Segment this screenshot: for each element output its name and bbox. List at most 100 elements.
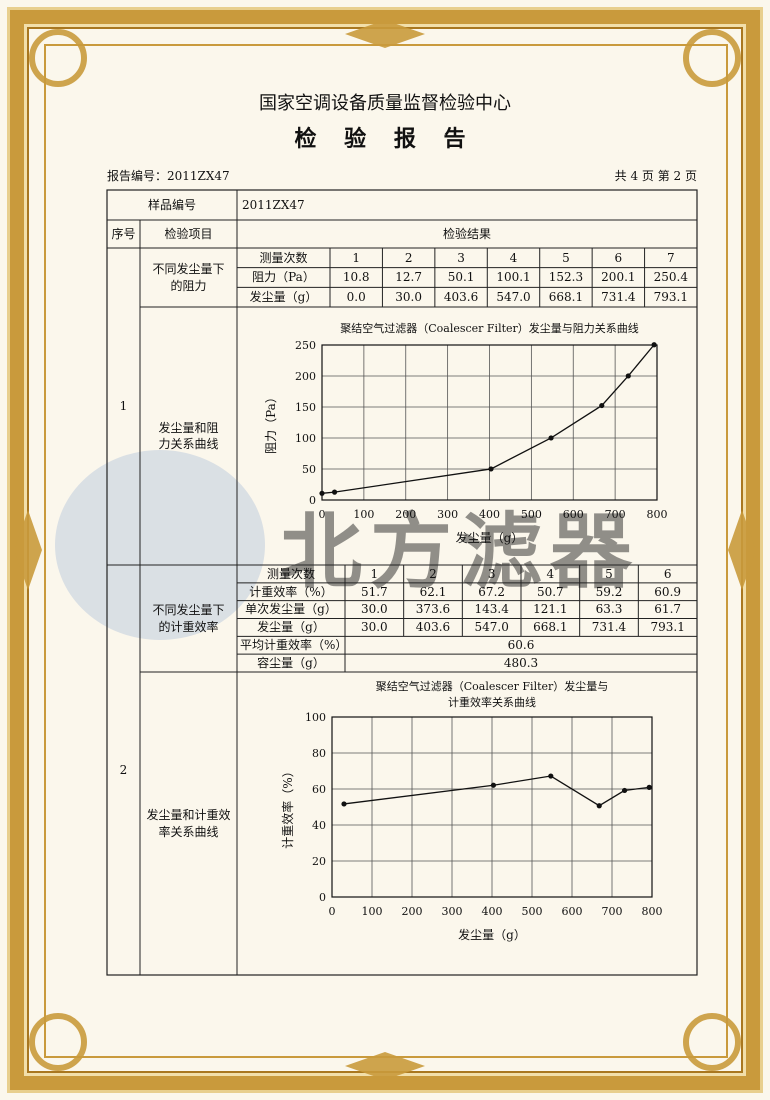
sample-label: 样品编号	[147, 197, 196, 212]
summary-value: 60.6	[507, 638, 535, 653]
data-point	[625, 373, 631, 379]
table-cell: 3	[487, 566, 496, 581]
table-cell: 59.2	[595, 584, 623, 599]
data-point	[331, 489, 338, 495]
table-cell: 4	[546, 566, 555, 581]
x-axis-label: 发尘量（g）	[458, 927, 526, 942]
page-info: 共 4 页 第 2 页	[614, 168, 697, 183]
table-cell: 30.0	[360, 602, 388, 617]
table-cell: 403.6	[415, 620, 451, 635]
data-point	[319, 490, 325, 496]
table-cell: 793.1	[653, 290, 688, 305]
x-tick-label: 800	[647, 508, 668, 521]
x-tick-label: 0	[319, 508, 326, 521]
x-tick-label: 100	[353, 508, 374, 521]
y-axis-label: 阻力（Pa）	[264, 391, 278, 454]
table-cell: 50.1	[447, 270, 475, 285]
y-tick-label: 250	[295, 339, 316, 352]
table-cell: 10.8	[342, 270, 370, 285]
table-cell: 测量次数	[266, 566, 315, 581]
table-cell: 63.3	[595, 602, 623, 617]
x-tick-label: 500	[522, 905, 543, 918]
y-tick-label: 0	[309, 494, 316, 507]
table-cell: 668.1	[548, 290, 584, 305]
x-tick-label: 600	[562, 905, 583, 918]
data-line	[343, 775, 650, 807]
y-tick-label: 60	[312, 783, 326, 796]
chart-title: 聚结空气过滤器（Coalescer Filter）发尘量与	[376, 679, 609, 693]
table-cell: 143.4	[474, 602, 509, 617]
table-cell: 5	[562, 250, 570, 265]
table-cell: 547.0	[474, 620, 509, 635]
y-tick-label: 80	[312, 747, 326, 760]
table-cell: 51.7	[360, 584, 388, 599]
chart-title: 聚结空气过滤器（Coalescer Filter）发尘量与阻力关系曲线	[340, 321, 639, 335]
table-cell: 30.0	[360, 620, 388, 635]
data-point	[341, 801, 347, 807]
table-cell: 计重效率（%）	[249, 584, 333, 599]
table-cell: 668.1	[533, 620, 568, 635]
x-tick-label: 300	[442, 905, 463, 918]
y-tick-label: 100	[305, 711, 326, 724]
x-tick-label: 400	[482, 905, 503, 918]
sample-value: 2011ZX47	[242, 197, 305, 212]
table-cell: 731.4	[591, 620, 627, 635]
x-tick-label: 400	[479, 508, 500, 521]
table-cell: 373.6	[415, 602, 451, 617]
data-point	[488, 466, 494, 472]
data-point	[596, 803, 602, 809]
table-cell: 30.0	[395, 290, 422, 305]
y-tick-label: 20	[312, 855, 326, 868]
report-number: 报告编号：2011ZX47	[107, 168, 230, 183]
table-cell: 403.6	[443, 290, 479, 305]
y-axis-label: 计重效率（%）	[280, 765, 295, 848]
header-cell: 检验项目	[164, 226, 213, 241]
table-cell: 731.4	[601, 290, 636, 305]
plot-frame	[331, 716, 653, 898]
data-line	[321, 344, 655, 494]
table-cell: 阻力（Pa）	[252, 270, 315, 285]
table-cell: 121.1	[533, 602, 568, 617]
x-tick-label: 700	[605, 508, 626, 521]
table-cell: 1	[370, 566, 379, 581]
x-tick-label: 800	[642, 905, 663, 918]
table-cell: 3	[457, 250, 465, 265]
item-number: 1	[119, 399, 128, 414]
table-cell: 62.1	[419, 584, 447, 599]
table-cell: 发尘量（g）	[257, 620, 325, 635]
y-tick-label: 40	[312, 819, 326, 832]
data-point	[646, 784, 652, 790]
y-tick-label: 50	[302, 463, 316, 476]
x-tick-label: 600	[563, 508, 584, 521]
table-cell: 793.1	[650, 620, 685, 635]
table-cell: 152.3	[548, 270, 584, 285]
table-cell: 250.4	[653, 270, 688, 285]
item-name: 发尘量和阻力关系曲线	[158, 420, 219, 451]
table-cell: 1	[352, 250, 361, 265]
y-tick-label: 0	[319, 891, 326, 904]
plot-frame	[321, 344, 658, 501]
x-axis-label: 发尘量（g）	[456, 530, 524, 545]
table-cell: 12.7	[395, 270, 422, 285]
table-cell: 0.0	[346, 290, 366, 305]
table-cell: 50.7	[536, 584, 564, 599]
item-name: 不同发尘量下的计重效率	[152, 603, 225, 634]
table-cell: 6	[663, 566, 672, 581]
data-point	[651, 342, 657, 348]
table-cell: 发尘量（g）	[249, 290, 318, 305]
chart-title: 计重效率关系曲线	[448, 695, 536, 709]
table-cell: 61.7	[654, 602, 682, 617]
table-cell: 测量次数	[259, 250, 308, 265]
data-point	[548, 773, 554, 779]
table-cell: 547.0	[496, 290, 531, 305]
header-cell: 检验结果	[442, 226, 491, 241]
summary-value: 480.3	[503, 655, 539, 670]
x-tick-label: 200	[395, 508, 416, 521]
y-tick-label: 200	[295, 370, 316, 383]
x-tick-label: 500	[521, 508, 542, 521]
table-cell: 4	[509, 250, 518, 265]
x-tick-label: 700	[602, 905, 623, 918]
table-cell: 6	[614, 250, 623, 265]
data-point	[548, 435, 554, 441]
